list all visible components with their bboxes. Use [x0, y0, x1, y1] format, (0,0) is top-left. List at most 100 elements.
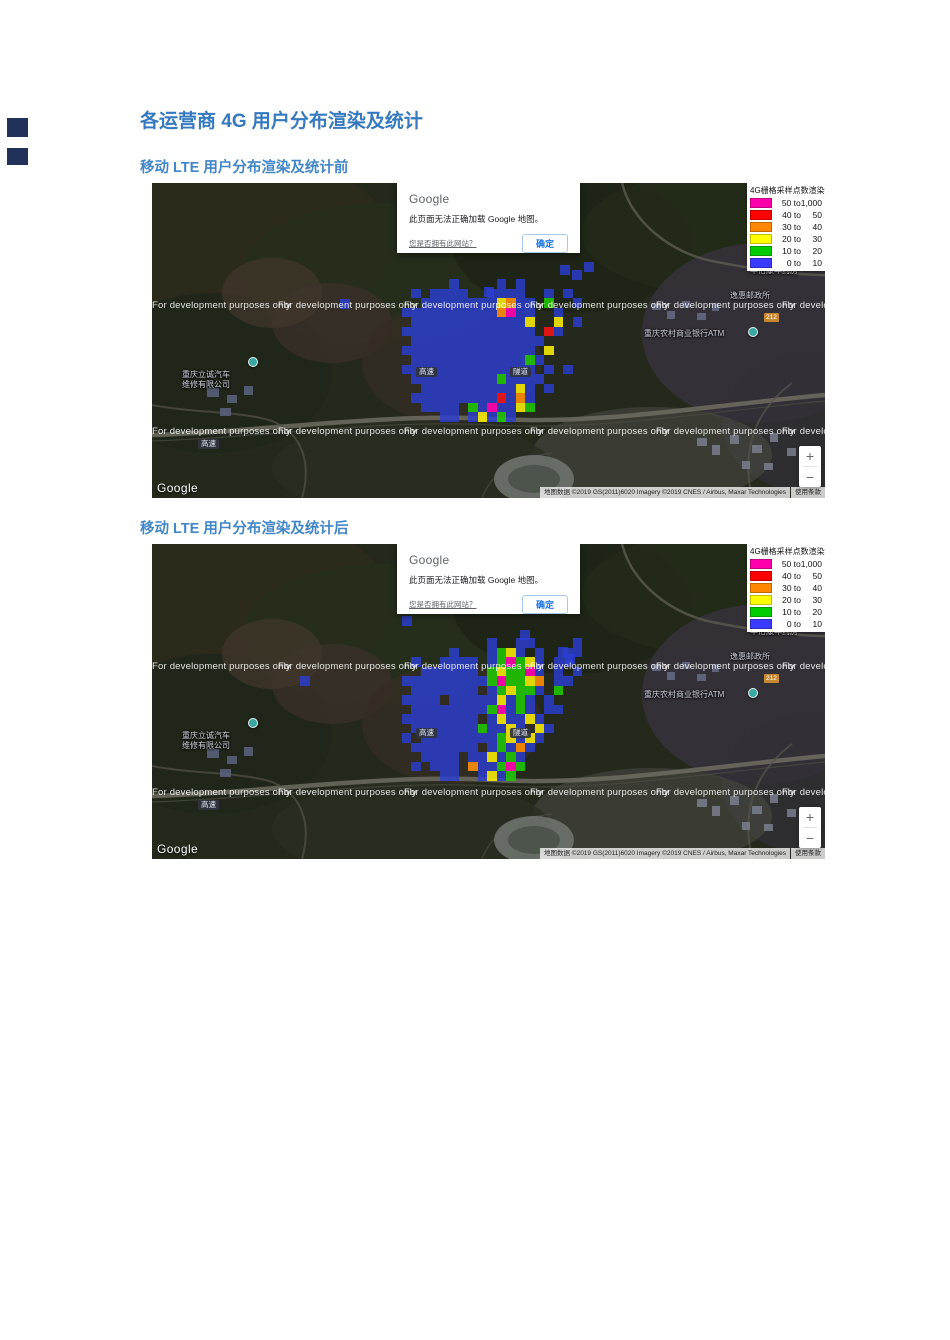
heat-cell	[506, 742, 516, 752]
terms-link[interactable]: 使用条款	[791, 487, 825, 498]
heat-cell	[534, 657, 544, 667]
heat-cell	[439, 676, 449, 686]
heat-cell	[420, 345, 430, 355]
heat-cell	[449, 393, 459, 403]
dialog-owner-link[interactable]: 您是否拥有此网站？	[409, 239, 477, 248]
map-after[interactable]: For development purposes only For develop…	[152, 544, 825, 859]
dev-watermark: For development purposes only	[530, 426, 669, 437]
legend-row: 50 to 1,000	[750, 197, 823, 208]
heat-cell	[458, 657, 468, 667]
heat-cell	[420, 676, 430, 686]
legend-swatch	[750, 233, 772, 244]
legend-row: 0 to 10	[750, 257, 823, 268]
heat-cell	[477, 752, 487, 762]
heat-cell	[506, 298, 516, 308]
heat-cell	[525, 714, 535, 724]
zoom-out-button[interactable]: −	[799, 828, 821, 848]
google-maps-logo[interactable]: Google	[157, 842, 199, 856]
heat-cell	[496, 742, 506, 752]
heat-cell	[515, 298, 525, 308]
heat-cell	[411, 685, 421, 695]
google-maps-logo[interactable]: Google	[157, 481, 199, 495]
heat-cell	[487, 657, 497, 667]
map-poi-label: 重庆农村商业银行ATM	[644, 329, 725, 338]
heat-cell	[506, 383, 516, 393]
heat-cell	[468, 752, 478, 762]
legend-range-from: 0 to	[786, 618, 801, 629]
heat-cell	[458, 704, 468, 714]
dialog-ok-button[interactable]: 确定	[521, 595, 568, 614]
heat-cell	[430, 393, 440, 403]
map-poi-label: 重庆农村商业银行ATM	[644, 690, 725, 699]
dialog-ok-button[interactable]: 确定	[521, 234, 568, 253]
heat-cell	[496, 288, 506, 298]
heat-cell	[487, 364, 497, 374]
dev-watermark: For development purposes only	[404, 300, 543, 311]
dialog-message: 此页面无法正确加载 Google 地图。	[409, 214, 544, 224]
heat-cell	[565, 654, 575, 664]
heat-cell	[439, 374, 449, 384]
dialog-owner-link[interactable]: 您是否拥有此网站？	[409, 600, 477, 609]
heat-cell	[496, 326, 506, 336]
heat-cell	[477, 345, 487, 355]
legend-swatch	[750, 618, 772, 629]
heat-cell	[401, 364, 411, 374]
legend-range-to: 30	[812, 233, 822, 244]
heat-cell	[411, 742, 421, 752]
heat-cell	[411, 695, 421, 705]
heat-cell	[506, 355, 516, 365]
heat-cell	[515, 761, 525, 771]
dev-watermark: For development purposes only	[278, 787, 417, 798]
maps-error-dialog: Google 此页面无法正确加载 Google 地图。 您是否拥有此网站？ 确定	[397, 544, 580, 614]
heat-cell	[449, 742, 459, 752]
heat-cell	[534, 355, 544, 365]
terms-link[interactable]: 使用条款	[791, 848, 825, 859]
heat-cell	[534, 676, 544, 686]
heat-cell	[506, 412, 516, 422]
heat-cell	[515, 695, 525, 705]
dev-watermark: For development purposes only	[152, 426, 291, 437]
heat-cell	[496, 666, 506, 676]
map-before[interactable]: For development purposes only For develop…	[152, 183, 825, 498]
zoom-in-button[interactable]: +	[799, 446, 821, 466]
heat-cell	[487, 666, 497, 676]
heat-cell	[584, 262, 594, 272]
heat-cell	[458, 714, 468, 724]
dev-watermark: For development purposes only	[404, 661, 543, 672]
heat-cell	[515, 288, 525, 298]
map-attribution: 地图数据 ©2019 GS(2011)6020 Imagery ©2019 CN…	[539, 848, 825, 859]
heat-cell	[430, 336, 440, 346]
heat-cell	[401, 307, 411, 317]
heat-cell	[515, 657, 525, 667]
heat-cell	[411, 336, 421, 346]
legend-row: 30 to 40	[750, 582, 823, 593]
heat-cell	[458, 676, 468, 686]
heat-cell	[487, 704, 497, 714]
heat-cell	[468, 364, 478, 374]
heat-cell	[496, 317, 506, 327]
heat-cell	[506, 336, 516, 346]
heat-cell	[515, 638, 525, 648]
heat-cell	[477, 704, 487, 714]
heat-cell	[487, 761, 497, 771]
heat-cell	[468, 761, 478, 771]
heat-cell	[458, 742, 468, 752]
heat-cell	[553, 307, 563, 317]
heat-cell	[411, 288, 421, 298]
heat-cell	[420, 326, 430, 336]
zoom-in-button[interactable]: +	[799, 807, 821, 827]
map-poi-label: 逸惠邮政所	[730, 291, 770, 300]
heat-cell	[449, 676, 459, 686]
heat-cell	[525, 695, 535, 705]
legend-swatch	[750, 257, 772, 268]
heat-cell	[411, 714, 421, 724]
heat-cell	[506, 657, 516, 667]
legend-swatch	[750, 558, 772, 569]
zoom-out-button[interactable]: −	[799, 467, 821, 487]
zoom-divider	[803, 827, 817, 828]
heat-cell	[401, 326, 411, 336]
heat-cell	[534, 666, 544, 676]
heat-cell	[468, 307, 478, 317]
heat-cell	[458, 288, 468, 298]
heat-cell	[449, 647, 459, 657]
